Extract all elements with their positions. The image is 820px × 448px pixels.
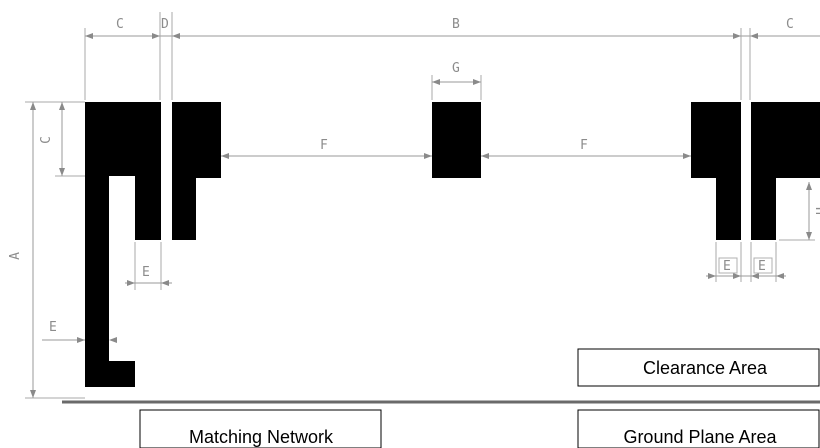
arrowhead — [481, 153, 489, 159]
arrowhead — [161, 280, 169, 286]
left-parasitic-arm — [172, 178, 196, 240]
arrowhead — [30, 102, 36, 110]
matching-network-label: Matching Network — [189, 427, 334, 447]
dimension-f-left: F — [221, 138, 432, 159]
dim-label-c-top-left: C — [116, 17, 124, 32]
dimension-e-right-pair: E E — [706, 242, 786, 282]
dim-label-h-partial: H — [815, 207, 820, 215]
dimension-c-vertical: C — [39, 102, 88, 177]
center-block — [432, 102, 481, 178]
arrowhead — [221, 153, 229, 159]
dimension-e-left-slot: E — [125, 242, 172, 290]
dim-label-f-left: F — [320, 138, 328, 153]
arrowhead — [77, 337, 85, 343]
arrowhead — [776, 273, 784, 279]
arrowhead — [127, 280, 135, 286]
dimension-a: A — [8, 101, 85, 399]
arrowhead — [109, 337, 117, 343]
arrowhead — [59, 102, 65, 110]
left-feed-foot — [85, 361, 135, 387]
matching-network-box: Matching Network — [139, 409, 382, 448]
matching-network-frame — [139, 409, 382, 448]
arrowhead — [424, 153, 432, 159]
dim-label-box — [753, 257, 773, 274]
dim-label-e-left-slot: E — [142, 265, 150, 280]
right-element-arm — [716, 178, 741, 240]
arrowhead — [59, 168, 65, 176]
arrowhead — [152, 33, 160, 39]
dim-label-e-feed: E — [49, 320, 57, 335]
left-parasitic-top — [172, 102, 221, 178]
dim-label-e-right-1: E — [723, 259, 731, 274]
arrowhead — [473, 79, 481, 85]
arrowhead — [751, 273, 759, 279]
left-feed-strip — [85, 176, 109, 361]
dim-label-c-top-right: C — [786, 17, 794, 32]
clearance-area-frame — [577, 348, 820, 387]
dim-label-c-vertical: C — [39, 136, 54, 144]
antenna-traces — [85, 102, 820, 387]
dim-label-box — [718, 257, 738, 274]
ground-plane-area-label: Ground Plane Area — [623, 427, 777, 447]
dim-label-a: A — [8, 252, 23, 260]
left-element-top-block — [85, 102, 161, 176]
left-element-arm — [135, 176, 161, 240]
dim-label-b: B — [452, 17, 460, 32]
clearance-area-label: Clearance Area — [643, 358, 768, 378]
arrowhead — [806, 232, 812, 240]
ground-plane-area-frame — [577, 409, 820, 448]
dimension-g: G — [431, 61, 482, 100]
arrowhead — [432, 79, 440, 85]
dimension-f-right: F — [481, 138, 691, 159]
dimension-e-feed: E — [42, 320, 117, 343]
arrowhead — [30, 390, 36, 398]
dim-label-e-right-2: E — [758, 259, 766, 274]
arrowhead — [733, 273, 741, 279]
arrowhead — [806, 182, 812, 190]
right-element-top — [691, 102, 741, 178]
ground-plane-area-box: Ground Plane Area — [577, 409, 820, 448]
arrowhead — [85, 33, 93, 39]
arrowhead — [683, 153, 691, 159]
right-outer-top — [751, 102, 820, 178]
dim-label-f-right: F — [580, 138, 588, 153]
dimension-h-partial: H — [779, 182, 820, 241]
arrowhead — [750, 33, 758, 39]
clearance-area-box: Clearance Area — [577, 348, 820, 387]
arrowhead — [172, 33, 180, 39]
top-dimension-row: C D B C — [84, 12, 820, 100]
dim-label-g: G — [452, 61, 460, 76]
dim-label-d: D — [161, 17, 169, 32]
right-outer-arm — [751, 178, 776, 240]
arrowhead — [733, 33, 741, 39]
arrowhead — [708, 273, 716, 279]
